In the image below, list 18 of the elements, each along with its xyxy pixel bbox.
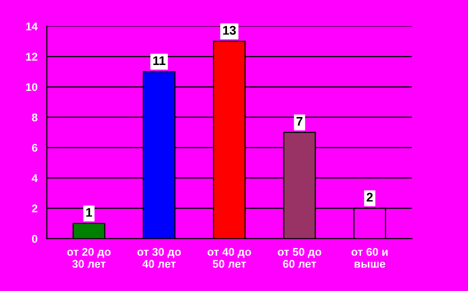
x-tick-label: от 40 до 50 лет — [208, 248, 252, 268]
data-label: 2 — [366, 192, 373, 202]
x-tick-label: от 30 до 40 лет — [137, 248, 181, 268]
y-tick-label: 0 — [32, 234, 38, 243]
y-tick-label: 12 — [26, 52, 38, 61]
x-tick-label: от 20 до 30 лет — [67, 248, 111, 268]
x-tick-label: от 60 и выше — [352, 248, 388, 268]
y-tick-label: 10 — [26, 83, 38, 92]
data-label: 13 — [223, 26, 236, 35]
data-label: 7 — [296, 117, 302, 126]
y-tick-label: 4 — [32, 174, 38, 182]
y-tick-label: 8 — [32, 114, 38, 122]
y-tick-label: 14 — [26, 22, 38, 30]
x-tick-label: от 50 до 60 лет — [278, 248, 322, 268]
y-tick-label: 6 — [32, 144, 38, 152]
data-label: 1 — [86, 208, 92, 217]
y-tick-label: 2 — [32, 204, 38, 212]
data-label: 11 — [153, 56, 166, 65]
